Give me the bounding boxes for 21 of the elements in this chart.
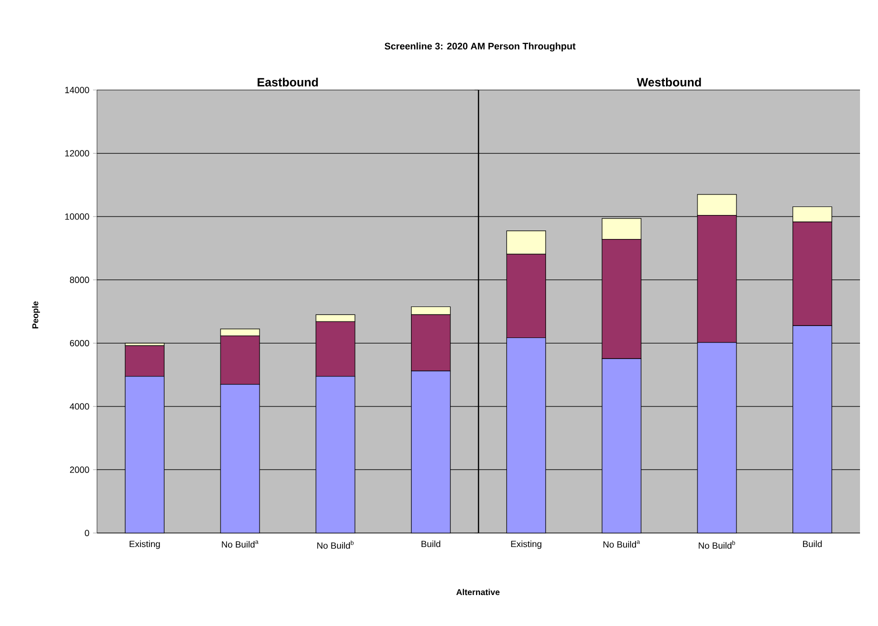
- x-tick-label: No Build$^{a}$: [603, 540, 640, 548]
- y-axis-title: People: [32, 301, 40, 328]
- x-tick-label: Build: [803, 540, 822, 548]
- y-tick-label: 8000: [70, 276, 90, 284]
- y-tick-label: 14000: [65, 86, 90, 94]
- x-tick-label: Existing: [511, 540, 542, 549]
- x-tick-label: No Build$^{b}$: [317, 540, 354, 549]
- y-tick-label: 6000: [70, 340, 90, 346]
- y-tick-label: 4000: [70, 403, 90, 410]
- chart-subtitle: Westbound: [636, 78, 701, 86]
- y-tick-label: 0: [84, 530, 90, 536]
- y-tick-label: 10000: [65, 213, 90, 220]
- x-tick-label: Build: [422, 540, 440, 548]
- chart-title: Screenline 3: 2020 AM Person Throughput: [384, 42, 576, 52]
- y-tick-label: 12000: [65, 150, 90, 156]
- x-tick-label: No Build$^{b}$: [698, 540, 736, 549]
- chart-subtitle: Eastbound: [258, 78, 318, 86]
- x-tick-label: No Build$^{a}$: [222, 540, 258, 548]
- x-tick-label: Existing: [130, 540, 160, 549]
- text: Alternative: [456, 588, 500, 596]
- y-tick-label: 2000: [70, 466, 90, 473]
